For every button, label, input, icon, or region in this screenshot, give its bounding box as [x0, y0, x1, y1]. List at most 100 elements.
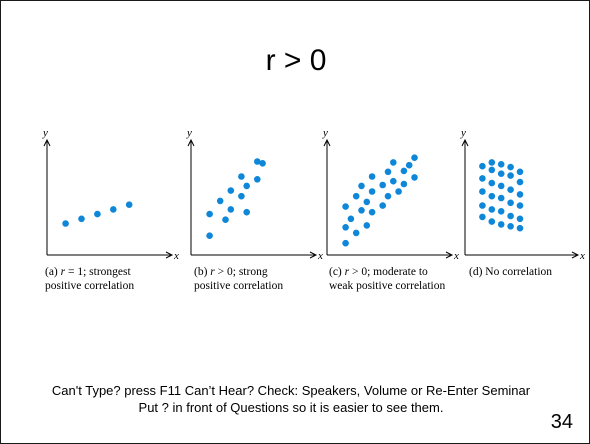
data-point-d — [516, 191, 524, 198]
caption-a-rest: = 1; strongest — [65, 266, 131, 278]
data-point-b — [238, 173, 245, 180]
data-point-d — [497, 208, 505, 215]
scatter-plot-a: yx — [42, 127, 179, 262]
data-point-b — [227, 187, 235, 194]
data-point-d — [488, 166, 496, 174]
data-point-d — [516, 215, 524, 223]
data-point-d — [479, 175, 486, 182]
data-point-c — [384, 192, 392, 200]
caption-b-line2: positive correlation — [194, 280, 284, 292]
data-point-c — [342, 239, 349, 247]
data-point-b — [243, 182, 250, 190]
scatter-plot-d: yx — [460, 127, 585, 262]
data-point-c — [400, 167, 408, 175]
data-point-d — [516, 168, 524, 176]
caption-c-line2: weak positive correlation — [329, 280, 446, 292]
y-axis-label-b: y — [186, 127, 192, 139]
data-point-c — [347, 215, 355, 223]
caption-d: (d) No correlation — [469, 265, 552, 279]
x-axis-label-a: x — [173, 250, 179, 262]
x-axis-label-d: x — [579, 250, 585, 262]
data-point-d — [507, 199, 514, 207]
data-point-d — [497, 170, 505, 177]
data-point-b — [206, 210, 213, 218]
data-point-c — [395, 188, 402, 195]
caption-c: (c) r > 0; moderate to weak positive cor… — [329, 265, 445, 293]
data-point-c — [390, 159, 397, 166]
x-axis-label-b: x — [317, 250, 323, 262]
caption-a-line2: positive correlation — [45, 280, 135, 292]
caption-b-prefix: (b) — [194, 266, 211, 278]
data-point-b — [216, 197, 224, 205]
data-point-c — [342, 224, 349, 231]
data-point-d — [516, 202, 524, 209]
caption-d-prefix: (d) — [469, 266, 486, 278]
caption-b-var: r — [210, 266, 215, 278]
data-point-d — [497, 194, 505, 202]
data-point-c — [358, 182, 365, 190]
data-point-a — [62, 220, 69, 227]
data-point-c — [368, 188, 376, 195]
data-point-c — [379, 181, 386, 189]
data-point-c — [405, 161, 413, 169]
data-point-c — [342, 203, 349, 210]
data-point-c — [352, 192, 360, 200]
data-point-a — [94, 210, 101, 218]
data-point-d — [516, 178, 524, 186]
data-point-c — [379, 202, 386, 209]
data-point-c — [384, 168, 392, 176]
scatter-plot-b: yx — [186, 127, 323, 262]
data-point-d — [507, 212, 514, 220]
y-axis-arrow-b — [187, 138, 195, 147]
data-point-c — [390, 177, 397, 185]
data-point-b — [206, 232, 213, 239]
data-point-a — [78, 215, 85, 223]
data-point-c — [352, 229, 360, 237]
data-point-b — [227, 206, 235, 213]
data-point-d — [488, 218, 496, 225]
data-point-d — [507, 172, 514, 179]
data-point-d — [507, 186, 514, 193]
data-point-d — [497, 161, 505, 168]
data-point-d — [497, 221, 505, 228]
footer-instructions: Can't Type? press F11 Can’t Hear? Check:… — [21, 382, 561, 416]
x-axis-arrow-b — [309, 251, 318, 259]
data-point-c — [411, 174, 418, 181]
data-point-a — [110, 206, 117, 213]
data-point-d — [488, 192, 496, 200]
footer-line-1: Can't Type? press F11 Can’t Hear? Check:… — [51, 383, 531, 398]
data-point-d — [479, 188, 486, 195]
data-point-d — [488, 179, 496, 187]
y-axis-label-d: y — [460, 127, 466, 139]
data-point-b — [222, 216, 229, 223]
x-axis-arrow-a — [165, 251, 174, 259]
data-point-b — [238, 192, 245, 200]
data-point-b — [254, 176, 261, 183]
caption-a-prefix: (a) — [45, 266, 61, 278]
data-point-c — [363, 198, 371, 206]
data-point-d — [479, 202, 486, 209]
data-point-c — [368, 208, 376, 216]
caption-a: (a) r = 1; strongest positive correlatio… — [45, 265, 134, 293]
data-point-a — [125, 201, 133, 208]
data-point-c — [368, 173, 376, 180]
y-axis-arrow-c — [323, 138, 331, 147]
data-point-b — [254, 158, 261, 165]
caption-b: (b) r > 0; strong positive correlation — [194, 265, 283, 293]
y-axis-label-a: y — [42, 127, 48, 139]
data-point-d — [479, 162, 486, 170]
x-axis-label-c: x — [453, 250, 459, 262]
data-point-c — [411, 154, 418, 161]
caption-b-rest: > 0; strong — [214, 266, 268, 278]
data-point-d — [488, 206, 496, 213]
data-point-c — [363, 222, 371, 229]
data-point-d — [516, 224, 524, 232]
caption-c-var: r — [344, 266, 350, 278]
data-point-d — [479, 213, 486, 221]
page-number: 34 — [550, 411, 573, 433]
x-axis-arrow-c — [445, 251, 454, 259]
scatter-plot-c: yx — [322, 127, 459, 262]
caption-c-rest: > 0; moderate to — [349, 266, 428, 278]
